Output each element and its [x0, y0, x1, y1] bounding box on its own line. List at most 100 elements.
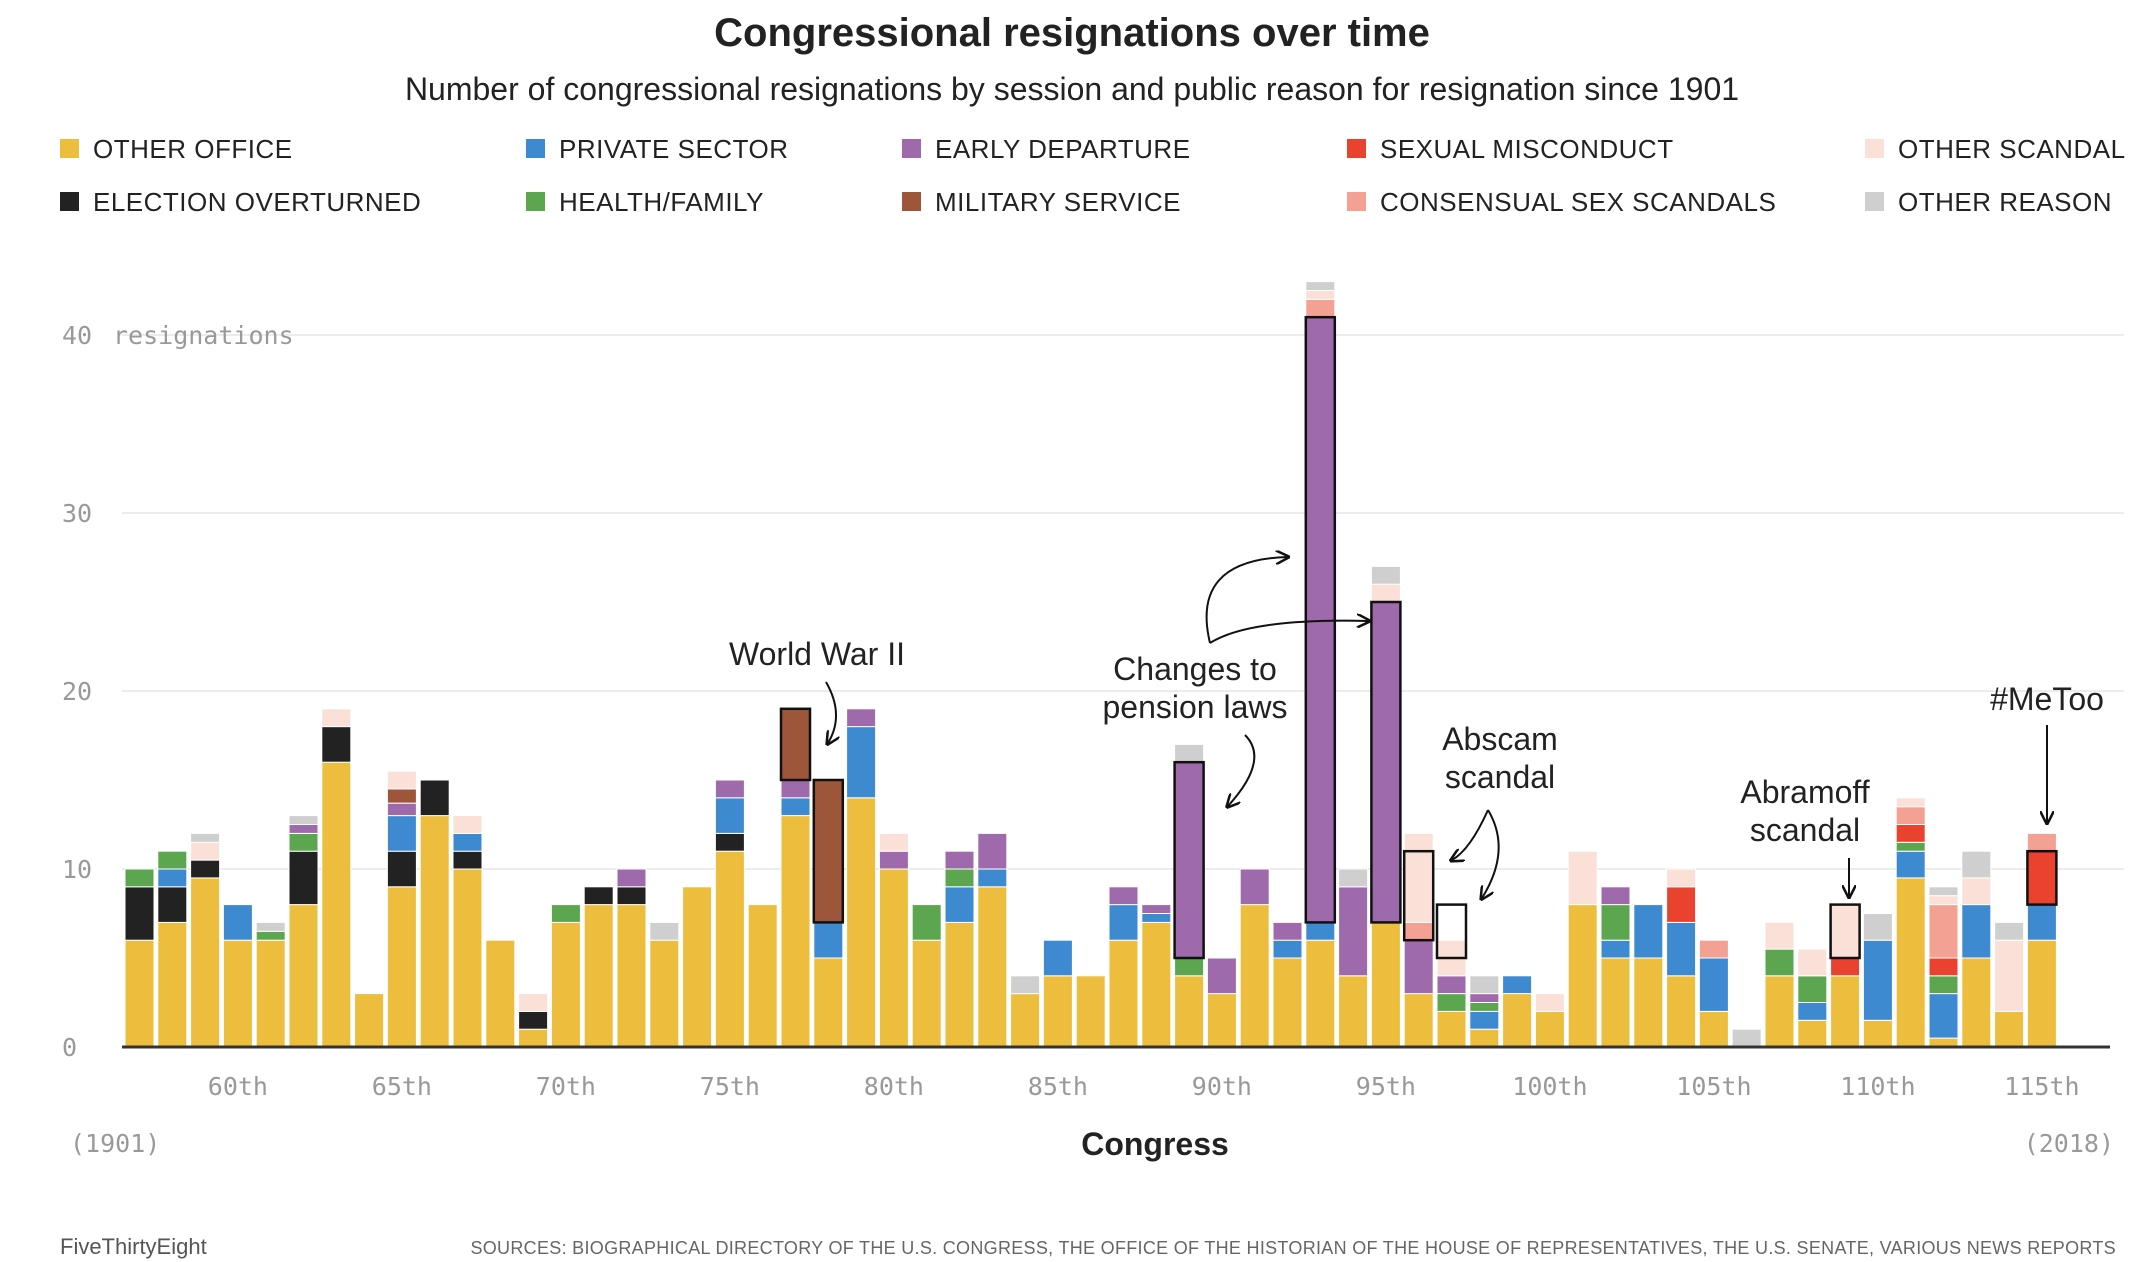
- bar-segment-private-sector: [1502, 975, 1533, 995]
- bar-segment-other-office: [550, 921, 581, 1048]
- bar-segment-health-family: [1764, 948, 1795, 977]
- legend-swatch: [902, 192, 921, 211]
- bar-segment-private-sector: [157, 868, 188, 888]
- x-tick-label: 95th: [1356, 1072, 1416, 1101]
- bar-segment-other-office: [1797, 1019, 1828, 1048]
- legend-label: OTHER SCANDAL: [1898, 134, 2126, 164]
- bar-stack-92: [1272, 921, 1303, 1048]
- legend-swatch: [526, 139, 545, 158]
- bar-segment-election-overturned: [386, 850, 417, 888]
- bar-stack-84: [1010, 975, 1041, 1048]
- y-tick-label: 30: [62, 499, 92, 528]
- bar-stack-89: [1174, 743, 1205, 1048]
- bar-segment-early-departure: [977, 832, 1008, 870]
- bar-segment-private-sector: [222, 904, 253, 941]
- y-tick-label: 40: [62, 321, 92, 350]
- x-tick-label: 80th: [864, 1072, 924, 1101]
- bar-segment-other-office: [419, 815, 450, 1048]
- bar-segment-early-departure: [1403, 939, 1434, 995]
- bar-segment-other-scandal: [1895, 797, 1926, 808]
- bar-segment-consensual-sex-scandals: [1698, 939, 1729, 959]
- bar-segment-other-reason: [288, 815, 319, 825]
- legend-label: OTHER REASON: [1898, 187, 2112, 217]
- bar-segment-private-sector: [1042, 939, 1073, 977]
- bar-segment-other-reason: [1928, 886, 1959, 897]
- bar-segment-other-office: [190, 877, 221, 1048]
- bar-segment-election-overturned: [190, 859, 221, 879]
- bar-segment-early-departure: [878, 850, 909, 870]
- bar-stack-80: [878, 832, 909, 1048]
- legend-label: EARLY DEPARTURE: [935, 134, 1191, 164]
- annotation-text: Abscam: [1442, 721, 1558, 757]
- x-tick-label: 110th: [1840, 1072, 1915, 1101]
- bar-segment-private-sector: [1600, 939, 1631, 959]
- bar-segment-health-family: [1895, 841, 1926, 852]
- x-tick-label: 115th: [2004, 1072, 2079, 1101]
- bar-segment-private-sector: [386, 815, 417, 852]
- bar-stack-101: [1567, 850, 1598, 1048]
- bar-segment-election-overturned: [714, 832, 745, 852]
- x-axis-label: Congress: [1081, 1126, 1229, 1162]
- bar-segment-other-office: [1436, 1010, 1467, 1048]
- bar-segment-early-departure: [1239, 868, 1270, 906]
- bar-segment-private-sector: [780, 797, 811, 817]
- bar-segment-other-office: [813, 957, 844, 1048]
- bar-segment-early-departure: [1370, 601, 1401, 923]
- bar-segment-private-sector: [944, 886, 975, 923]
- bar-segment-private-sector: [1272, 939, 1303, 959]
- bar-segment-health-family: [1436, 993, 1467, 1012]
- bar-segment-other-scandal: [1961, 877, 1992, 906]
- bar-segment-other-office: [780, 815, 811, 1048]
- bar-stack-75: [714, 779, 745, 1048]
- bar-segment-other-reason: [1010, 975, 1041, 995]
- bar-segment-other-office: [1830, 975, 1861, 1048]
- annotation-arrow: [1205, 557, 1287, 644]
- highlight-box: [812, 778, 845, 924]
- bar-stack-113: [1961, 850, 1992, 1048]
- x-tick-label: 105th: [1676, 1072, 1751, 1101]
- bar-segment-other-reason: [1862, 913, 1893, 941]
- bar-segment-other-office: [682, 886, 713, 1048]
- bar-segment-sexual-misconduct: [1895, 824, 1926, 843]
- bar-segment-other-office: [1239, 904, 1270, 1048]
- bar-stack-70: [550, 904, 581, 1048]
- legend-item-other-scandal: OTHER SCANDAL: [1865, 134, 2126, 164]
- bar-stack-96: [1403, 832, 1434, 1048]
- bar-segment-other-office: [649, 939, 680, 1048]
- bar-segment-other-office: [255, 939, 286, 1048]
- bar-segment-other-office: [747, 904, 778, 1048]
- annotation-ww2: World War II: [729, 636, 905, 743]
- bar-segment-private-sector: [714, 797, 745, 834]
- legend-item-military-service: MILITARY SERVICE: [902, 187, 1180, 217]
- bar-stack-94: [1338, 868, 1369, 1048]
- bar-segment-other-office: [1305, 939, 1336, 1048]
- bar-stack-65: [386, 770, 417, 1048]
- bar-segment-other-reason: [1961, 850, 1992, 879]
- bar-segment-early-departure: [386, 802, 417, 817]
- y-tick-label: 10: [62, 855, 92, 884]
- bar-segment-private-sector: [1633, 904, 1664, 959]
- bar-segment-other-scandal: [1305, 290, 1336, 300]
- bar-segment-sexual-misconduct: [1928, 957, 1959, 977]
- bar-segment-other-office: [288, 904, 319, 1048]
- bar-stack-85: [1042, 939, 1073, 1048]
- bar-stack-59: [190, 832, 221, 1048]
- bar-segment-consensual-sex-scandals: [1895, 806, 1926, 826]
- legend-label: HEALTH/FAMILY: [559, 187, 764, 217]
- bar-segment-private-sector: [1108, 904, 1139, 941]
- bar-segment-early-departure: [1469, 993, 1500, 1003]
- bar-stack-79: [846, 708, 877, 1048]
- bar-segment-other-scandal: [878, 832, 909, 852]
- y-tick-label: 20: [62, 677, 92, 706]
- bar-stack-87: [1108, 886, 1139, 1048]
- bar-segment-early-departure: [1206, 957, 1237, 995]
- bar-segment-health-family: [1469, 1002, 1500, 1012]
- bar-segment-other-reason: [255, 921, 286, 932]
- y-axis: 0 10 20 30 40 resignations: [62, 321, 294, 1062]
- bar-segment-other-office: [354, 993, 385, 1048]
- sources-label: SOURCES: BIOGRAPHICAL DIRECTORY OF THE U…: [470, 1238, 2116, 1258]
- bar-segment-other-scandal: [1928, 895, 1959, 906]
- bar-segment-health-family: [1928, 975, 1959, 995]
- bar-stack-62: [288, 815, 319, 1048]
